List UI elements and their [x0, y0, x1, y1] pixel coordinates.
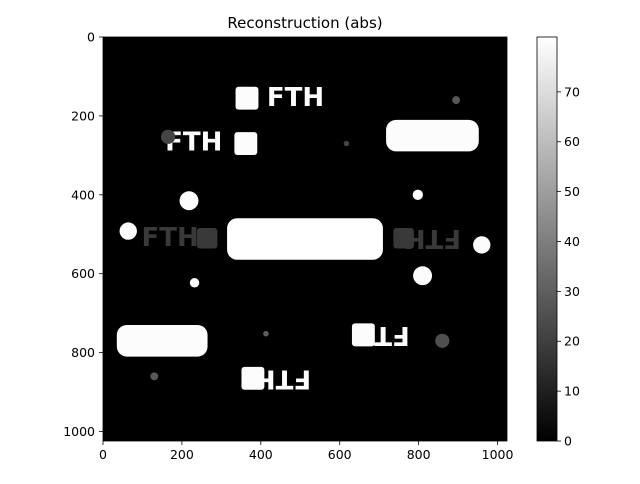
fth-text-mark: FTH [404, 223, 461, 253]
fth-text-mark: FTH [254, 363, 311, 393]
y-tick-label: 0 [87, 30, 95, 45]
colorbar-tick-label: 10 [564, 384, 580, 399]
dot-mark [179, 191, 199, 211]
dot-mark [435, 333, 450, 348]
dot-mark [452, 96, 461, 105]
square-mark [393, 227, 414, 249]
square-mark [234, 132, 258, 155]
x-tick-label: 1000 [482, 447, 514, 462]
square-mark [196, 227, 218, 249]
y-tick-label: 1000 [63, 424, 95, 439]
dot-mark [473, 236, 491, 254]
bright-blob [116, 325, 208, 357]
colorbar: 0 10 20 30 40 50 60 70 [536, 36, 580, 449]
dot-mark [263, 330, 269, 337]
dot-mark [343, 140, 350, 147]
plot-area: FTH FTH FTH FTH FTH FTH [102, 36, 508, 442]
colorbar-bar [536, 36, 558, 442]
colorbar-tick-label: 20 [564, 334, 580, 349]
chart-title: Reconstruction (abs) [227, 14, 382, 32]
fth-text-mark: FTH [165, 128, 222, 158]
fth-text-mark: FTH [267, 83, 324, 113]
y-tick-label: 400 [71, 187, 95, 202]
x-axis: 0 200 400 600 800 1000 [99, 441, 513, 462]
x-tick-label: 800 [407, 447, 431, 462]
y-tick-label: 600 [71, 266, 95, 281]
colorbar-tick-label: 70 [564, 84, 580, 99]
dot-mark [119, 222, 137, 240]
axes-frame [102, 36, 508, 442]
colorbar-tick-label: 50 [564, 184, 580, 199]
dot-mark [412, 189, 423, 200]
dot-mark [160, 129, 176, 144]
y-tick-label: 200 [71, 108, 95, 123]
x-tick-label: 400 [249, 447, 273, 462]
dot-mark [150, 372, 159, 381]
colorbar-tick-label: 30 [564, 284, 580, 299]
fth-text-mark: FTH [141, 223, 198, 253]
colorbar-tick-label: 0 [564, 434, 572, 449]
fth-text-mark: FTH [353, 320, 410, 350]
x-tick-label: 200 [170, 447, 194, 462]
image-content: FTH FTH FTH FTH FTH FTH [116, 83, 491, 393]
square-mark [351, 323, 375, 347]
colorbar-tick-label: 60 [564, 134, 580, 149]
bright-blob [386, 119, 479, 152]
x-tick-label: 600 [328, 447, 352, 462]
square-mark [235, 86, 259, 110]
bright-blob [227, 218, 383, 260]
dot-mark [189, 278, 200, 288]
y-tick-label: 800 [71, 345, 95, 360]
dot-mark [413, 266, 433, 286]
colorbar-tick-label: 40 [564, 234, 580, 249]
x-tick-label: 0 [99, 447, 107, 462]
y-axis: 0 200 400 600 800 1000 [63, 30, 103, 439]
square-mark [241, 366, 265, 390]
